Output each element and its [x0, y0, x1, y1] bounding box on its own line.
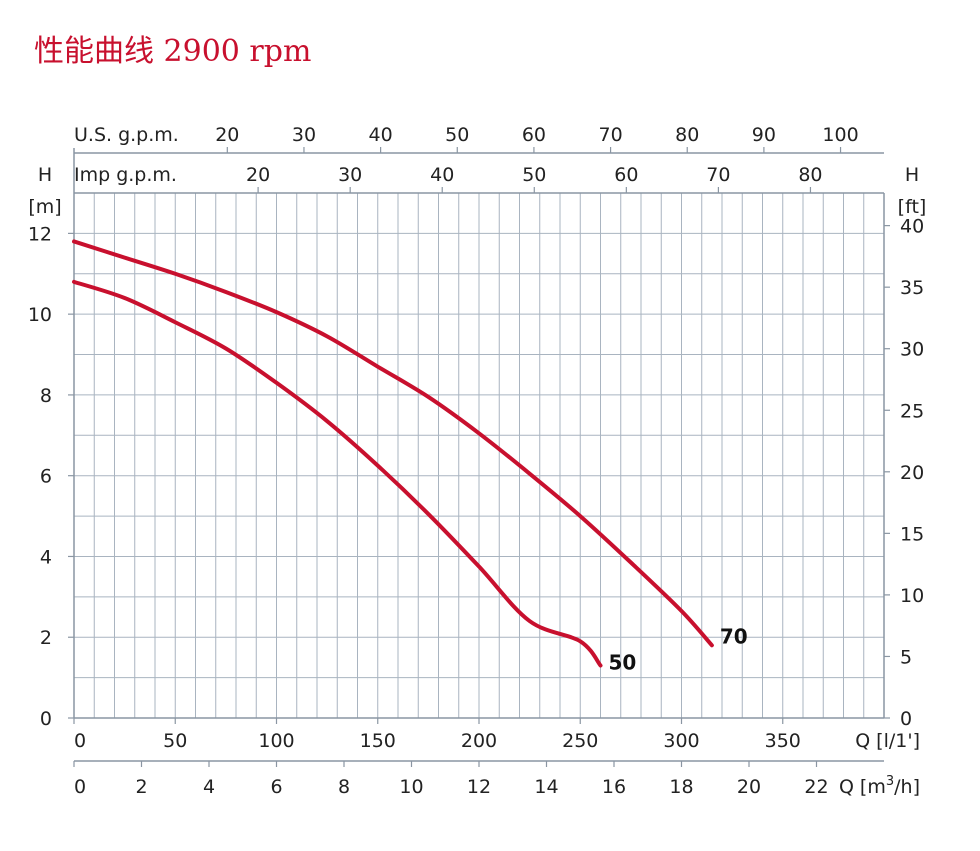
x-tick-label: 350 [765, 730, 801, 752]
m3h-tick-label: 14 [534, 776, 558, 798]
x-tick-label: 200 [461, 730, 497, 752]
m3h-tick-label: 0 [74, 776, 86, 798]
us-gpm-tick-label: 100 [822, 124, 858, 146]
series-label-70: 70 [720, 624, 748, 648]
us-gpm-tick-label: 90 [752, 124, 776, 146]
y-left-axis-label: H [38, 164, 52, 186]
y-left-tick-label: 10 [28, 304, 52, 326]
imp-gpm-tick-label: 50 [522, 164, 546, 186]
y-right-tick-label: 20 [900, 462, 924, 484]
us-gpm-tick-label: 20 [215, 124, 239, 146]
imp-gpm-tick-label: 80 [798, 164, 822, 186]
series-lines: 70 50 [72, 239, 748, 675]
us-gpm-tick-label: 60 [522, 124, 546, 146]
y-left-tick-label: 8 [40, 385, 52, 407]
m3h-tick-label: 22 [804, 776, 828, 798]
y-left-axis-unit: [m] [28, 196, 61, 218]
m3h-tick-label: 2 [135, 776, 147, 798]
y-right-tick-label: 10 [900, 585, 924, 607]
y-right-axis-unit: [ft] [898, 196, 927, 218]
us-gpm-tick-label: 30 [292, 124, 316, 146]
y-left-tick-label: 4 [40, 546, 52, 568]
x-tick-label: 100 [258, 730, 294, 752]
y-right-tick-label: 5 [900, 646, 912, 668]
m3h-tick-label: 4 [203, 776, 215, 798]
imp-gpm-tick-label: 60 [614, 164, 638, 186]
y-right-tick-label: 15 [900, 523, 924, 545]
m3h-tick-label: 20 [737, 776, 761, 798]
us-gpm-tick-label: 80 [675, 124, 699, 146]
imp-gpm-tick-label: 20 [246, 164, 270, 186]
y-right-tick-label: 30 [900, 339, 924, 361]
us-gpm-tick-label: 50 [445, 124, 469, 146]
m3h-tick-label: 6 [270, 776, 282, 798]
series-line-50 [72, 279, 603, 668]
imp-gpm-tick-label: 40 [430, 164, 454, 186]
series-line-70 [72, 239, 714, 648]
x-tick-label: 0 [74, 730, 86, 752]
us-gpm-axis-label: U.S. g.p.m. [74, 124, 179, 146]
x-tick-label: 50 [163, 730, 187, 752]
m3h-tick-label: 16 [602, 776, 626, 798]
imp-gpm-tick-label: 30 [338, 164, 362, 186]
m3h-tick-label: 8 [338, 776, 350, 798]
chart-title: 性能曲线 2900 rpm [34, 34, 312, 69]
imp-gpm-tick-label: 70 [706, 164, 730, 186]
grid [74, 193, 884, 718]
y-right-tick-label: 25 [900, 400, 924, 422]
series-label-50: 50 [609, 651, 637, 675]
imp-gpm-axis-label: Imp g.p.m. [74, 164, 177, 186]
us-gpm-tick-label: 70 [598, 124, 622, 146]
y-left-tick-label: 0 [40, 708, 52, 730]
y-right-tick-label: 0 [900, 708, 912, 730]
m3h-axis-label: Q [m3/h] [839, 774, 920, 798]
y-left-tick-label: 2 [40, 627, 52, 649]
y-right-axis-label: H [905, 164, 919, 186]
axis-labels: U.S. g.p.m. Imp g.p.m. H [m] H [ft] Q [l/1'] Q … [28, 124, 926, 798]
y-left-tick-label: 12 [28, 223, 52, 245]
m3h-tick-label: 12 [467, 776, 491, 798]
x-tick-label: 150 [360, 730, 396, 752]
y-right-tick-label: 35 [900, 277, 924, 299]
x-axis-label: Q [l/1'] [855, 730, 920, 752]
x-tick-label: 250 [562, 730, 598, 752]
y-right-tick-label: 40 [900, 216, 924, 238]
axes [68, 147, 890, 767]
y-left-tick-label: 6 [40, 466, 52, 488]
m3h-tick-label: 18 [669, 776, 693, 798]
us-gpm-tick-label: 40 [369, 124, 393, 146]
m3h-tick-label: 10 [399, 776, 423, 798]
x-tick-label: 300 [663, 730, 699, 752]
